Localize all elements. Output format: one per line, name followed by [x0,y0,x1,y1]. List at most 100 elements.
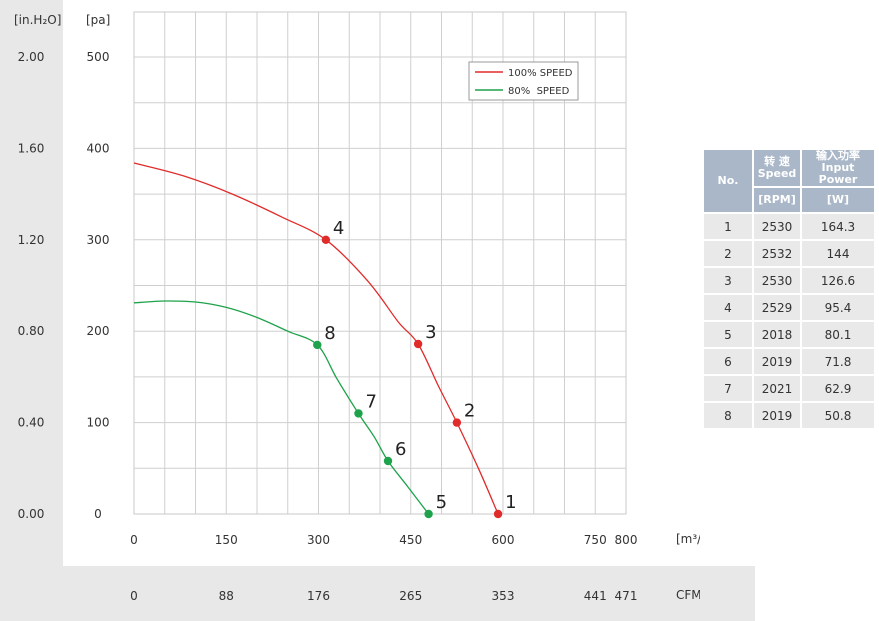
y-tick-label: 300 [87,233,110,247]
x-tick-label: 150 [215,533,238,547]
data-point-3 [413,339,423,349]
table-row: 6 2019 71.8 [704,349,874,374]
pq-curve-chart: 1 2 3 4 5 6 7 8 0 0 150 88 300 176 450 265 600 353 750 441… [14,11,700,603]
header-speed-cn: 转 速 [764,155,790,168]
header-power-cn: 输入功率 [816,149,860,162]
header-power: 输入功率 Input Power [802,150,874,186]
table-row: 4 2529 95.4 [704,295,874,320]
inh2o-tick-label: 0.00 [18,507,45,521]
cell-rpm: 2018 [754,322,800,347]
cell-rpm: 2021 [754,376,800,401]
cell-watt: 62.9 [802,376,874,401]
legend-label-100: 100% SPEED [508,68,573,79]
header-speed-en: Speed [757,167,797,180]
data-point-1 [493,509,503,519]
cfm-tick-label: 265 [399,589,422,603]
cfm-unit-label: CFM [676,588,700,602]
cell-no: 7 [704,376,752,401]
cell-watt: 50.8 [802,403,874,428]
cell-no: 6 [704,349,752,374]
spec-table: No. 转 速 Speed 输入功率 Input Power [RPM] [W]… [702,148,876,430]
table-row: 2 2532 144 [704,241,874,266]
cell-watt: 71.8 [802,349,874,374]
data-point-label-8: 8 [324,323,335,344]
data-point-5 [424,509,433,519]
pa-unit-label: [pa] [86,13,110,27]
table-row: 3 2530 126.6 [704,268,874,293]
x-tick-label: 800 [615,533,638,547]
x-tick-label: 600 [492,533,515,547]
y-tick-label: 500 [87,50,110,64]
cfm-axis-panel [0,566,755,621]
legend: 100% SPEED 80% SPEED [468,61,579,101]
cfm-tick-label: 441 [584,589,607,603]
header-speed: 转 速 Speed [754,150,800,186]
cell-watt: 95.4 [802,295,874,320]
cell-rpm: 2529 [754,295,800,320]
cfm-tick-label: 88 [219,589,234,603]
inh2o-tick-label: 1.60 [18,141,45,155]
cell-rpm: 2532 [754,241,800,266]
cfm-tick-label: 0 [130,589,138,603]
y-tick-label: 100 [87,416,110,430]
header-no: No. [704,150,752,212]
cell-no: 2 [704,241,752,266]
flow-unit-label: [m³/h] [676,532,700,546]
header-power-unit: [W] [802,188,874,212]
legend-box [468,61,579,101]
data-point-label-4: 4 [333,218,344,239]
inh2o-tick-label: 1.20 [18,233,45,247]
cell-no: 5 [704,322,752,347]
x-tick-label: 750 [584,533,607,547]
x-tick-label: 0 [130,533,138,547]
cell-no: 1 [704,214,752,239]
cell-no: 3 [704,268,752,293]
cfm-tick-label: 353 [492,589,515,603]
cell-rpm: 2530 [754,214,800,239]
series-line-100 [133,162,499,515]
cell-rpm: 2019 [754,349,800,374]
cell-no: 8 [704,403,752,428]
cell-rpm: 2019 [754,403,800,428]
cell-watt: 144 [802,241,874,266]
left-axis-panel [0,0,63,621]
cfm-tick-label: 471 [615,589,638,603]
chart-curves [133,162,499,515]
cell-no: 4 [704,295,752,320]
data-point-label-1: 1 [505,492,516,513]
data-point-label-6: 6 [395,439,406,460]
data-point-6 [383,456,393,466]
cell-watt: 164.3 [802,214,874,239]
x-tick-label: 300 [307,533,330,547]
table-row: 1 2530 164.3 [704,214,874,239]
inh2o-tick-label: 2.00 [18,50,45,64]
inh2o-tick-label: 0.40 [18,416,45,430]
cell-watt: 80.1 [802,322,874,347]
y-tick-label: 0 [94,507,102,521]
chart-tick-labels: 001508830017645026560035375044180047100.… [18,50,638,603]
cell-watt: 126.6 [802,268,874,293]
y-tick-label: 200 [87,324,110,338]
data-point-2 [452,418,462,427]
data-point-8 [313,340,322,350]
data-point-label-2: 2 [464,401,475,422]
x-tick-label: 450 [399,533,422,547]
cell-rpm: 2530 [754,268,800,293]
header-power-en: Input Power [818,161,858,186]
data-point-7 [354,409,363,418]
data-point-label-5: 5 [436,492,447,513]
table-row: 7 2021 62.9 [704,376,874,401]
cfm-tick-label: 176 [307,589,330,603]
series-line-80 [133,300,430,515]
table-row: 5 2018 80.1 [704,322,874,347]
inh2o-tick-label: 0.80 [18,324,45,338]
chart-points: 1 2 3 4 5 6 7 8 [313,218,517,519]
table-row: 8 2019 50.8 [704,403,874,428]
data-point-label-7: 7 [365,391,376,412]
data-point-4 [321,235,331,244]
header-speed-unit: [RPM] [754,188,800,212]
y-tick-label: 400 [87,141,110,155]
legend-label-80: 80% SPEED [508,86,570,97]
data-point-label-3: 3 [425,322,436,343]
inh2o-unit-label: [in.H₂O] [14,13,61,27]
